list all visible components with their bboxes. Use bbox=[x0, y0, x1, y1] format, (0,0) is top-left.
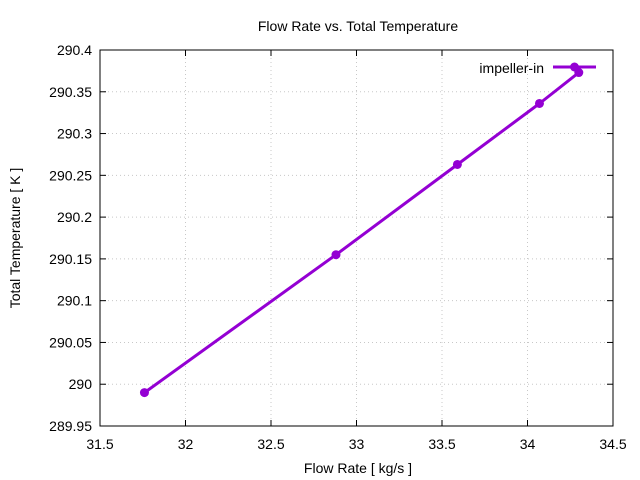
y-tick-label: 290.1 bbox=[57, 293, 92, 309]
y-tick-label: 290.15 bbox=[49, 251, 92, 267]
y-tick-label: 290.3 bbox=[57, 126, 92, 142]
legend-label-impeller-in: impeller-in bbox=[479, 60, 544, 76]
x-tick-label: 32.5 bbox=[257, 436, 284, 452]
legend: impeller-in bbox=[479, 60, 596, 76]
y-tick-label: 290.35 bbox=[49, 84, 92, 100]
x-tick-label: 33.5 bbox=[428, 436, 455, 452]
axis-ticks: 31.5 32 32.5 33 33.5 34 34.5 289.95 290 290.05 290… bbox=[49, 42, 627, 452]
y-tick-label: 290.4 bbox=[57, 42, 92, 58]
data-point bbox=[452, 159, 462, 169]
series-line-impeller-in bbox=[143, 71, 580, 394]
y-tick-label: 290.05 bbox=[49, 334, 92, 350]
x-tick-label: 32 bbox=[178, 436, 194, 452]
x-axis-label: Flow Rate [ kg/s ] bbox=[304, 460, 412, 476]
y-axis-label: Total Temperature [ K ] bbox=[7, 168, 23, 309]
chart-title: Flow Rate vs. Total Temperature bbox=[258, 18, 458, 34]
y-tick-label: 290.25 bbox=[49, 167, 92, 183]
y-tick-label: 290.2 bbox=[57, 209, 92, 225]
x-tick-label: 31.5 bbox=[86, 436, 113, 452]
legend-marker-impeller-in bbox=[570, 62, 579, 72]
x-tick-label: 34 bbox=[520, 436, 536, 452]
data-point bbox=[534, 98, 544, 108]
data-point bbox=[331, 250, 341, 260]
data-point bbox=[139, 388, 149, 398]
x-tick-label: 33 bbox=[349, 436, 365, 452]
y-tick-label: 289.95 bbox=[49, 418, 92, 434]
series-layer bbox=[139, 68, 584, 398]
y-tick-label: 290 bbox=[69, 376, 93, 392]
x-tick-label: 34.5 bbox=[599, 436, 626, 452]
